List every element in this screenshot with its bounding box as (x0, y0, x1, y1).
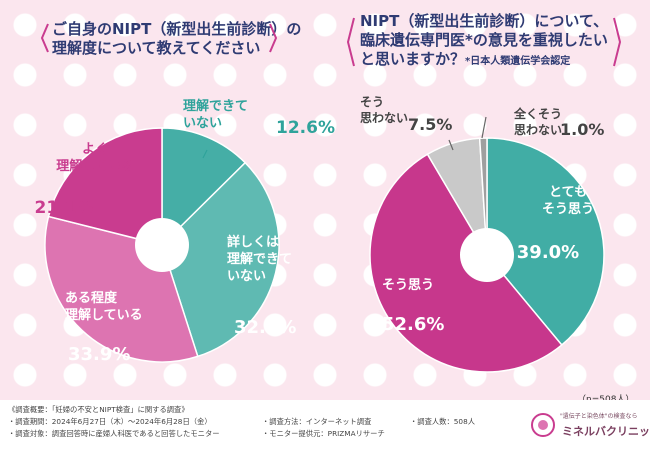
right-title-bracket-open (346, 17, 355, 67)
pie-slice (47, 127, 163, 246)
slice-label: 理解している (56, 158, 134, 174)
slice-label: 思わない (514, 123, 562, 137)
slice-value-label: 52.6% (382, 314, 444, 335)
survey-count: ・調査人数：508人 (410, 417, 476, 426)
left-title-bracket-close (269, 23, 278, 53)
clinic-logo-icon (531, 413, 555, 437)
pie-slice (161, 161, 280, 358)
right-title-bracket-close (613, 17, 622, 67)
slice-value-label: 32.5% (234, 317, 296, 338)
slice-label: 理解している (65, 307, 143, 323)
slice-value-label: 33.9% (68, 344, 130, 365)
clinic-name: ミネルバクリニック (562, 425, 650, 438)
right-chart-title: NIPT（新型出生前診断）について、 臨床遺伝専門医*の意見を重視したい と思い… (360, 12, 608, 68)
clinic-tagline: "遺伝子と染色体"の検査なら (560, 413, 638, 420)
survey-method: ・調査方法：インターネット調査 (262, 417, 372, 426)
slice-value-label: 21.1% (35, 198, 94, 218)
slice-label: いない (183, 116, 222, 131)
slice-label: 詳しくは (227, 234, 279, 250)
slice-label: 理解できて (183, 98, 248, 114)
pie-slice (161, 127, 247, 247)
leader-line (448, 139, 454, 151)
survey-outline: 《調査概要：「妊婦の不安とNIPT検査」に関する調査》 (8, 405, 189, 414)
slice-value-label: 7.5% (408, 115, 452, 134)
leader-line (481, 116, 487, 139)
slice-label: そう思う (382, 278, 434, 293)
survey-target: ・調査対象：調査回答時に産婦人科医であると回答したモニター (8, 429, 220, 438)
survey-period: ・調査期間：2024年6月27日（木）〜2024年6月28日（金） (8, 417, 212, 426)
slice-label: よく (82, 142, 108, 157)
slice-label: そう (360, 95, 384, 109)
right-title-line-3: と思いますか？ (360, 49, 466, 68)
donut-hole (135, 218, 189, 272)
slice-value-label: 39.0% (517, 242, 579, 263)
slice-label: ある程度 (65, 290, 118, 306)
donut-hole (460, 228, 514, 282)
right-title-note: *日本人類遺伝学会認定 (465, 55, 571, 67)
slice-label: 全くそう (513, 106, 562, 121)
slice-label: とても (549, 185, 587, 200)
slice-label: そう思う (542, 202, 594, 217)
slice-value-label: 1.0% (560, 120, 604, 139)
right-title-line-2: 臨床遺伝専門医*の意見を重視したい (360, 30, 608, 49)
slice-label: いない (227, 269, 266, 284)
left-chart-title: ご自身のNIPT（新型出生前診断）の 理解度について教えてください (52, 20, 301, 58)
slice-value-label: 12.6% (276, 118, 335, 138)
slice-label: 思わない (360, 111, 408, 125)
leader-line (202, 149, 208, 159)
pie-slice (478, 137, 488, 256)
pie-slice (486, 137, 605, 347)
survey-provider: ・モニター提供元：PRIZMAリサーチ (262, 429, 385, 438)
left-title-line-2: 理解度について教えてください (52, 38, 261, 57)
slice-label: 理解できて (227, 251, 292, 267)
left-title-bracket-open (40, 23, 49, 53)
title-brackets (40, 17, 622, 67)
left-title-line-1: ご自身のNIPT（新型出生前診断）の (52, 20, 302, 38)
right-title-line-1: NIPT（新型出生前診断）について、 (360, 12, 609, 30)
